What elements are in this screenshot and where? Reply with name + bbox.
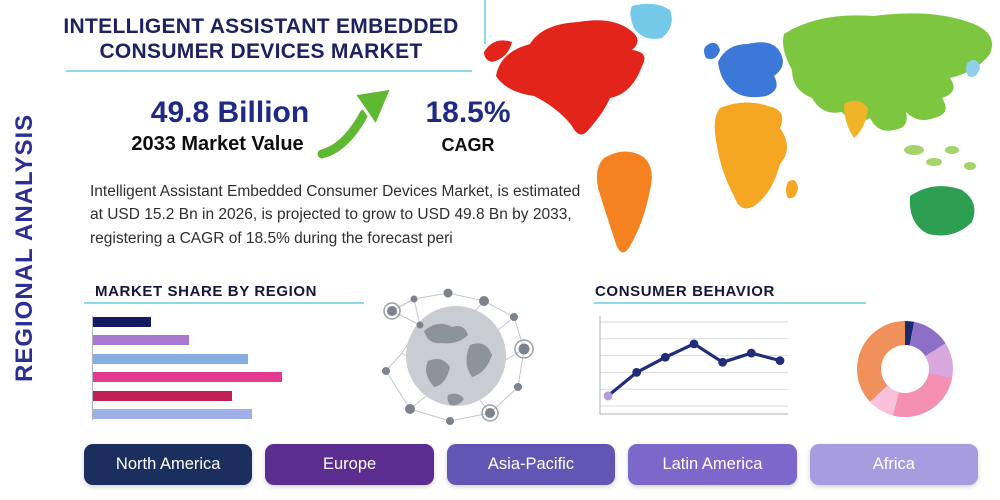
arrow-head	[351, 86, 395, 130]
bar-segment-0	[93, 317, 151, 327]
market-share-underline	[84, 302, 364, 304]
regional-analysis-vertical-label: REGIONAL ANALYSIS	[11, 113, 38, 383]
map-north-america	[496, 20, 645, 135]
region-button-asia-pacific[interactable]: Asia-Pacific	[446, 444, 616, 485]
world-map	[484, 3, 992, 253]
page-title: INTELLIGENT ASSISTANT EMBEDDED CONSUMER …	[63, 15, 459, 64]
line-chart-svg	[599, 316, 788, 415]
map-southeast-asia	[904, 145, 976, 170]
bar-segment-5	[93, 408, 253, 419]
map-asia	[783, 13, 992, 131]
region-button-africa[interactable]: Africa	[809, 444, 979, 485]
line-point-5	[746, 348, 756, 358]
bar-segment-4	[93, 390, 233, 401]
map-australia	[909, 186, 975, 236]
title-side-line	[484, 0, 486, 44]
map-europe	[718, 42, 783, 98]
region-button-north-america[interactable]: North America	[84, 444, 253, 485]
globe-network-graphic	[382, 288, 534, 425]
map-uk	[704, 42, 720, 59]
region-buttons: North America Europe Asia-Pacific Latin Ame…	[84, 444, 979, 485]
map-africa	[714, 102, 787, 209]
map-japan	[966, 60, 980, 77]
network-nodes	[382, 288, 530, 425]
cagr-caption: CAGR	[441, 135, 495, 155]
arrow-shaft	[317, 109, 369, 159]
region-button-latin-america[interactable]: Latin America	[628, 444, 797, 485]
network-links	[385, 292, 525, 422]
bar-chart	[92, 316, 292, 420]
market-value-caption: 2033 Market Value	[131, 133, 304, 155]
line-point-1	[632, 368, 642, 377]
map-greenland	[630, 3, 672, 39]
region-button-europe[interactable]: Europe	[265, 444, 434, 485]
globe-continents	[424, 323, 492, 406]
map-alaska	[484, 40, 512, 62]
line-point-3	[689, 339, 699, 349]
consumer-behavior-underline	[594, 302, 866, 304]
line-point-0	[603, 391, 613, 401]
title-underline	[66, 70, 472, 72]
bar-segment-1	[93, 335, 189, 346]
line-point-2	[660, 352, 670, 362]
map-india	[844, 100, 868, 138]
consumer-behavior-heading: CONSUMER BEHAVIOR	[595, 283, 775, 300]
map-south-america	[596, 151, 652, 253]
market-value-stat: 49.8 Billion	[150, 96, 310, 129]
line-point-4	[718, 357, 728, 367]
bar-segment-3	[93, 372, 283, 383]
line-point-6	[775, 356, 785, 366]
cagr-stat: 18.5%	[425, 96, 511, 129]
map-madagascar	[786, 180, 798, 199]
bar-segment-2	[93, 353, 249, 364]
market-description: Intelligent Assistant Embedded Consumer …	[90, 183, 581, 247]
growth-arrow-icon	[314, 86, 395, 160]
market-share-heading: MARKET SHARE BY REGION	[95, 283, 318, 300]
donut-chart	[857, 321, 953, 417]
donut-hole	[881, 345, 929, 393]
network-node-rings	[383, 302, 534, 422]
